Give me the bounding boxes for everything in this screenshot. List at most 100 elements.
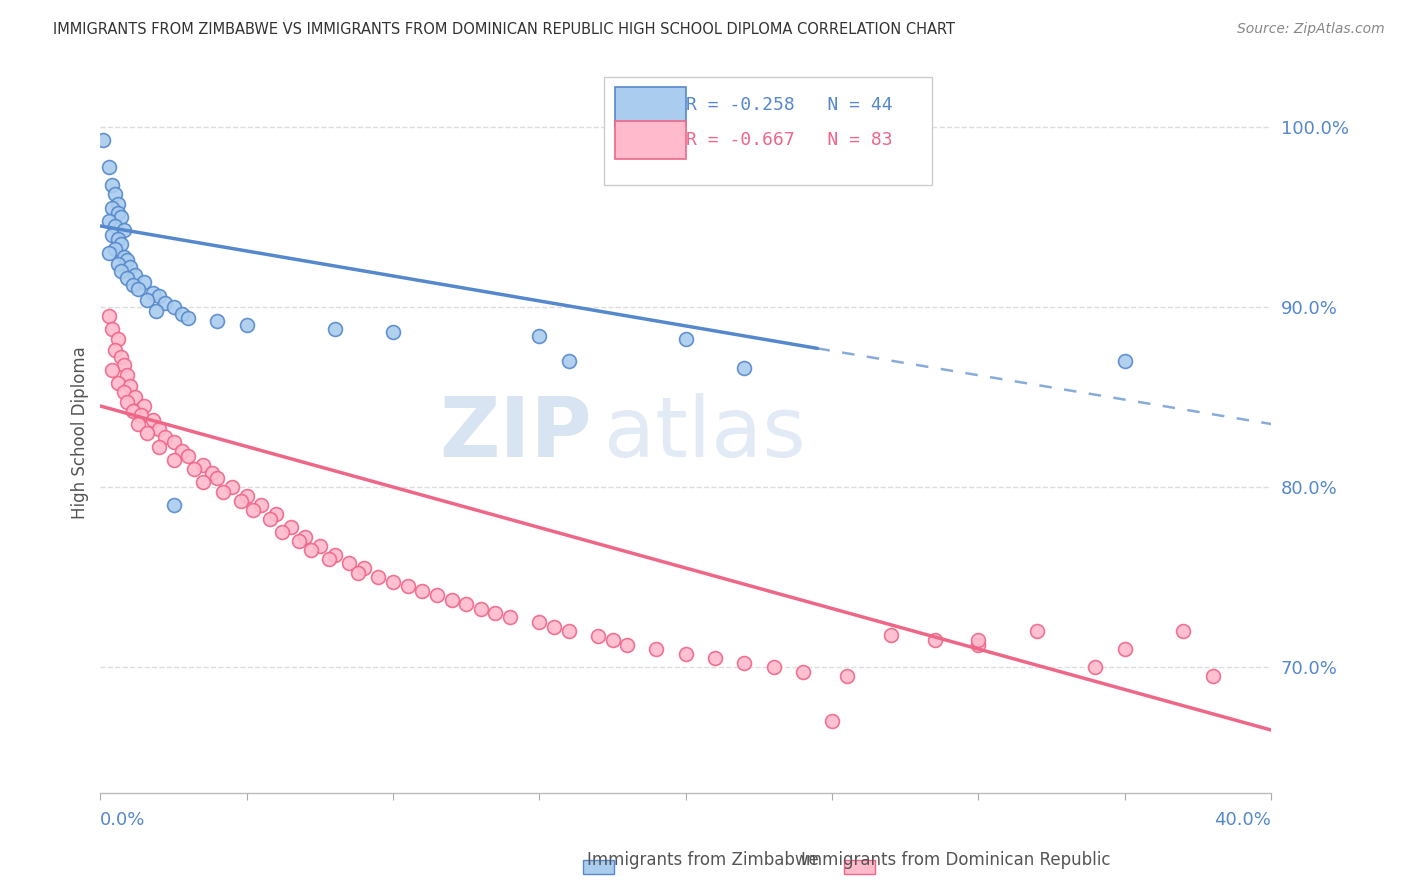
- Point: [101, 201, 124, 215]
- Point: [557, 624, 579, 638]
- Point: [136, 425, 159, 440]
- Point: [924, 633, 946, 648]
- Point: [353, 561, 375, 575]
- Point: [543, 620, 565, 634]
- Point: [162, 300, 184, 314]
- Point: [172, 307, 194, 321]
- Point: [733, 657, 755, 671]
- Point: [967, 633, 990, 648]
- Point: [115, 395, 138, 409]
- Point: [1114, 642, 1136, 657]
- Point: [98, 309, 121, 323]
- Point: [821, 714, 844, 728]
- Point: [762, 660, 785, 674]
- Point: [259, 512, 281, 526]
- Point: [294, 530, 316, 544]
- Point: [115, 368, 138, 383]
- Point: [704, 651, 727, 665]
- Point: [110, 264, 132, 278]
- Text: R = -0.258   N = 44: R = -0.258 N = 44: [686, 96, 893, 114]
- Y-axis label: High School Diploma: High School Diploma: [72, 347, 89, 519]
- Point: [207, 314, 229, 328]
- Point: [337, 556, 360, 570]
- Point: [107, 197, 129, 211]
- Point: [127, 282, 149, 296]
- Point: [456, 597, 478, 611]
- Text: Immigrants from Dominican Republic: Immigrants from Dominican Republic: [801, 851, 1111, 869]
- Point: [280, 519, 302, 533]
- Point: [484, 606, 506, 620]
- Point: [323, 549, 346, 563]
- Point: [879, 627, 901, 641]
- Point: [110, 237, 132, 252]
- Point: [136, 293, 159, 307]
- Point: [148, 422, 170, 436]
- Point: [382, 325, 405, 339]
- Point: [91, 132, 114, 146]
- Point: [675, 648, 697, 662]
- Point: [235, 318, 257, 332]
- Point: [153, 296, 176, 310]
- Point: [172, 444, 194, 458]
- Text: atlas: atlas: [603, 392, 806, 474]
- Point: [142, 285, 165, 300]
- FancyBboxPatch shape: [616, 87, 686, 126]
- Point: [107, 376, 129, 390]
- Point: [127, 417, 149, 431]
- Point: [221, 480, 243, 494]
- Point: [1173, 624, 1195, 638]
- Point: [104, 219, 127, 233]
- Point: [309, 540, 332, 554]
- Point: [101, 321, 124, 335]
- Point: [586, 629, 609, 643]
- Point: [101, 363, 124, 377]
- Point: [115, 253, 138, 268]
- Point: [318, 552, 340, 566]
- Point: [177, 450, 200, 464]
- Point: [118, 260, 141, 275]
- Point: [250, 498, 273, 512]
- Point: [107, 231, 129, 245]
- Point: [112, 384, 135, 399]
- Point: [183, 462, 205, 476]
- Point: [1114, 354, 1136, 368]
- Point: [177, 310, 200, 325]
- Point: [411, 584, 433, 599]
- Point: [124, 390, 146, 404]
- Point: [134, 275, 156, 289]
- Point: [470, 602, 492, 616]
- Point: [142, 413, 165, 427]
- Point: [98, 213, 121, 227]
- Point: [242, 503, 264, 517]
- Point: [602, 633, 624, 648]
- Point: [148, 441, 170, 455]
- Point: [675, 332, 697, 346]
- Point: [107, 257, 129, 271]
- Point: [1026, 624, 1049, 638]
- Point: [124, 268, 146, 282]
- Text: ZIP: ZIP: [440, 392, 592, 474]
- Point: [162, 435, 184, 450]
- Point: [148, 289, 170, 303]
- Text: 0.0%: 0.0%: [100, 812, 146, 830]
- Text: IMMIGRANTS FROM ZIMBABWE VS IMMIGRANTS FROM DOMINICAN REPUBLIC HIGH SCHOOL DIPLO: IMMIGRANTS FROM ZIMBABWE VS IMMIGRANTS F…: [53, 22, 956, 37]
- Point: [134, 399, 156, 413]
- Point: [1201, 669, 1223, 683]
- FancyBboxPatch shape: [603, 77, 932, 185]
- Point: [499, 609, 522, 624]
- Point: [440, 593, 463, 607]
- Point: [104, 343, 127, 358]
- Point: [367, 570, 389, 584]
- Point: [98, 160, 121, 174]
- Point: [104, 243, 127, 257]
- Point: [529, 328, 551, 343]
- Point: [110, 351, 132, 365]
- Point: [112, 358, 135, 372]
- Point: [733, 361, 755, 376]
- Point: [323, 321, 346, 335]
- Point: [200, 466, 222, 480]
- Point: [162, 453, 184, 467]
- Point: [426, 588, 449, 602]
- Point: [207, 471, 229, 485]
- Point: [1084, 660, 1107, 674]
